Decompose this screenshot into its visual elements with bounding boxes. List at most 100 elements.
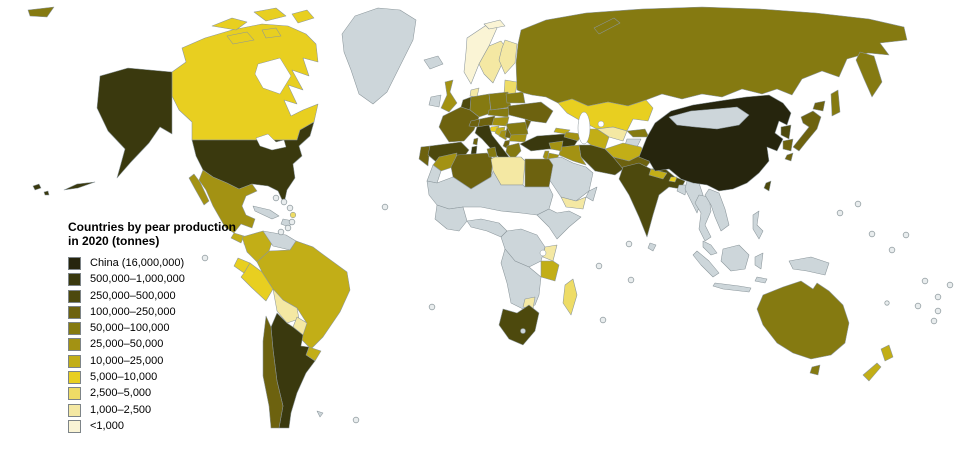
country-egypt [524,158,554,188]
legend-swatch [68,305,81,319]
legend-label: 10,000–25,000 [90,354,164,367]
country-yemen [560,196,587,210]
island-marker [902,231,910,239]
country-japan [784,100,826,162]
country-nepal [648,168,668,180]
country-cuba [252,205,280,220]
great-lakes [255,133,287,151]
country-south-korea [782,138,794,152]
legend-label: 50,000–100,000 [90,322,170,335]
island-marker [352,416,360,424]
country-north-korea [780,124,792,140]
legend-label: 500,000–1,000,000 [90,273,185,286]
legend-label: 100,000–250,000 [90,305,176,318]
legend-label: China (16,000,000) [90,257,185,269]
country-guatemala [230,232,245,244]
island-marker [627,276,635,284]
country-tanzania [540,260,560,282]
island-marker [280,198,288,206]
island-marker [201,254,209,262]
island-marker-yellow [289,211,297,219]
island-marker [930,317,938,325]
country-kyrgyzstan [626,128,650,138]
country-ethiopia-somalia [536,208,582,240]
country-west-africa [434,204,468,232]
legend-swatch [68,403,81,417]
country-usa-aleutians [63,181,96,191]
island-marker [934,293,942,301]
country-indochina [704,188,730,232]
legend-item: 25,000–50,000 [68,338,236,352]
island-marker [854,200,862,208]
legend-swatch [68,419,81,433]
island-marker [599,316,607,324]
legend-item: 50,000–100,000 [68,322,236,336]
legend-swatch [68,289,81,303]
country-usa-hawaii [32,183,50,196]
country-borneo [720,244,750,272]
country-armenia-azerbaijan [563,131,583,142]
country-brazil [256,240,351,350]
country-malaysia [702,240,718,256]
island-marker [284,224,292,232]
legend-swatch [68,338,81,352]
legend-swatch [68,322,81,336]
legend-swatch [68,273,81,287]
legend-item: 100,000–250,000 [68,305,236,319]
country-syria [548,140,564,152]
country-france [438,106,480,143]
country-russia-sakhalin [830,89,841,117]
lake-victoria [539,249,547,257]
island-marker [836,209,844,217]
country-gulf-guinea [466,218,508,238]
country-canada-arctic [211,7,315,45]
legend-label: <1,000 [90,419,124,432]
country-kazakhstan [557,98,654,132]
legend-title-line1: Countries by pear production [68,220,237,234]
legend-label: 5,000–10,000 [90,371,158,384]
country-timor [754,276,768,284]
legend-item: China (16,000,000) [68,257,236,270]
country-lesotho [520,328,526,334]
island-marker [286,204,294,212]
legend-swatch [68,371,81,385]
country-belarus [505,91,526,104]
legend-item: 2,500–5,000 [68,387,236,401]
legend-label: 1,000–2,500 [90,403,152,416]
country-corsica [472,137,479,146]
island-marker [868,230,876,238]
island-marker [272,194,280,202]
aral-sea [597,120,605,128]
country-southern-africa [500,248,542,310]
caspian-sea [577,111,591,145]
island-marker [884,300,890,306]
country-tunisia [486,146,498,158]
legend-item: <1,000 [68,419,236,433]
country-russia-novaya-zemlya [593,17,621,35]
country-greenland [341,7,417,105]
country-sulawesi [754,252,764,270]
island-marker [934,307,942,315]
country-new-zealand-south [862,362,882,382]
hudson-bay [254,57,292,95]
country-philippines [752,210,764,240]
country-bangladesh [676,184,688,196]
country-south-africa [498,304,540,346]
country-java [712,282,752,293]
country-new-zealand-north [880,344,894,362]
legend-title-line2: in 2020 (tonnes) [68,234,160,248]
island-marker [381,203,389,211]
country-chile [262,315,284,429]
legend-swatch [68,257,81,270]
island-marker [277,228,285,236]
island-marker [921,277,929,285]
legend-label: 250,000–500,000 [90,289,176,302]
country-finland [498,39,518,75]
legend-swatch [68,354,81,368]
country-madagascar [562,278,578,316]
country-iceland [423,55,444,70]
country-mexico [198,169,258,234]
island-marker [946,281,954,289]
island-markers [201,194,954,424]
country-mexico-baja [188,173,210,206]
